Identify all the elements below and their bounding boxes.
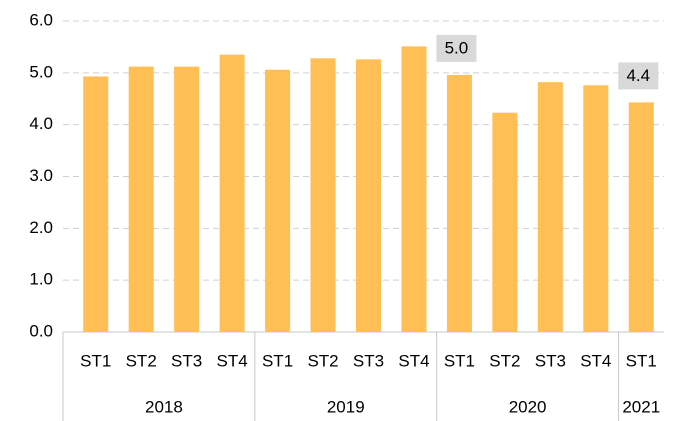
bar xyxy=(128,66,154,332)
x-tick-label: ST1 xyxy=(444,351,475,370)
y-tick-label: 3.0 xyxy=(29,166,53,185)
x-tick-label: ST3 xyxy=(353,351,384,370)
y-tick-label: 6.0 xyxy=(29,10,53,29)
y-tick-label: 0.0 xyxy=(29,321,53,340)
x-tick-label: ST2 xyxy=(126,351,157,370)
x-tick-label: ST4 xyxy=(398,351,429,370)
bar xyxy=(401,46,427,332)
x-tick-label: ST2 xyxy=(307,351,338,370)
x-tick-label: ST3 xyxy=(535,351,566,370)
x-tick-label: ST4 xyxy=(217,351,248,370)
y-tick-label: 2.0 xyxy=(29,218,53,237)
bar xyxy=(310,58,336,332)
x-tick-label: ST1 xyxy=(626,351,657,370)
bar xyxy=(628,102,654,333)
bar xyxy=(446,74,472,332)
x-tick-label: ST2 xyxy=(489,351,520,370)
x-tick-label: ST1 xyxy=(80,351,111,370)
y-tick-label: 4.0 xyxy=(29,114,53,133)
bar xyxy=(537,82,563,332)
data-label: 5.0 xyxy=(445,38,469,57)
bar xyxy=(265,69,291,333)
group-label: 2018 xyxy=(145,397,183,416)
group-label: 2019 xyxy=(327,397,365,416)
data-label-box xyxy=(436,34,477,62)
y-tick-label: 5.0 xyxy=(29,62,53,81)
y-tick-label: 1.0 xyxy=(29,270,53,289)
x-tick-label: ST4 xyxy=(580,351,611,370)
group-label: 2021 xyxy=(622,397,660,416)
bar xyxy=(356,59,381,333)
bar xyxy=(219,54,245,333)
group-label: 2020 xyxy=(509,397,547,416)
x-tick-label: ST3 xyxy=(171,351,202,370)
data-label-box xyxy=(618,62,659,90)
bar xyxy=(492,112,518,333)
bar xyxy=(83,76,109,332)
bar xyxy=(583,85,609,332)
bar xyxy=(174,66,200,332)
x-tick-label: ST1 xyxy=(262,351,293,370)
data-label: 4.4 xyxy=(626,66,650,85)
